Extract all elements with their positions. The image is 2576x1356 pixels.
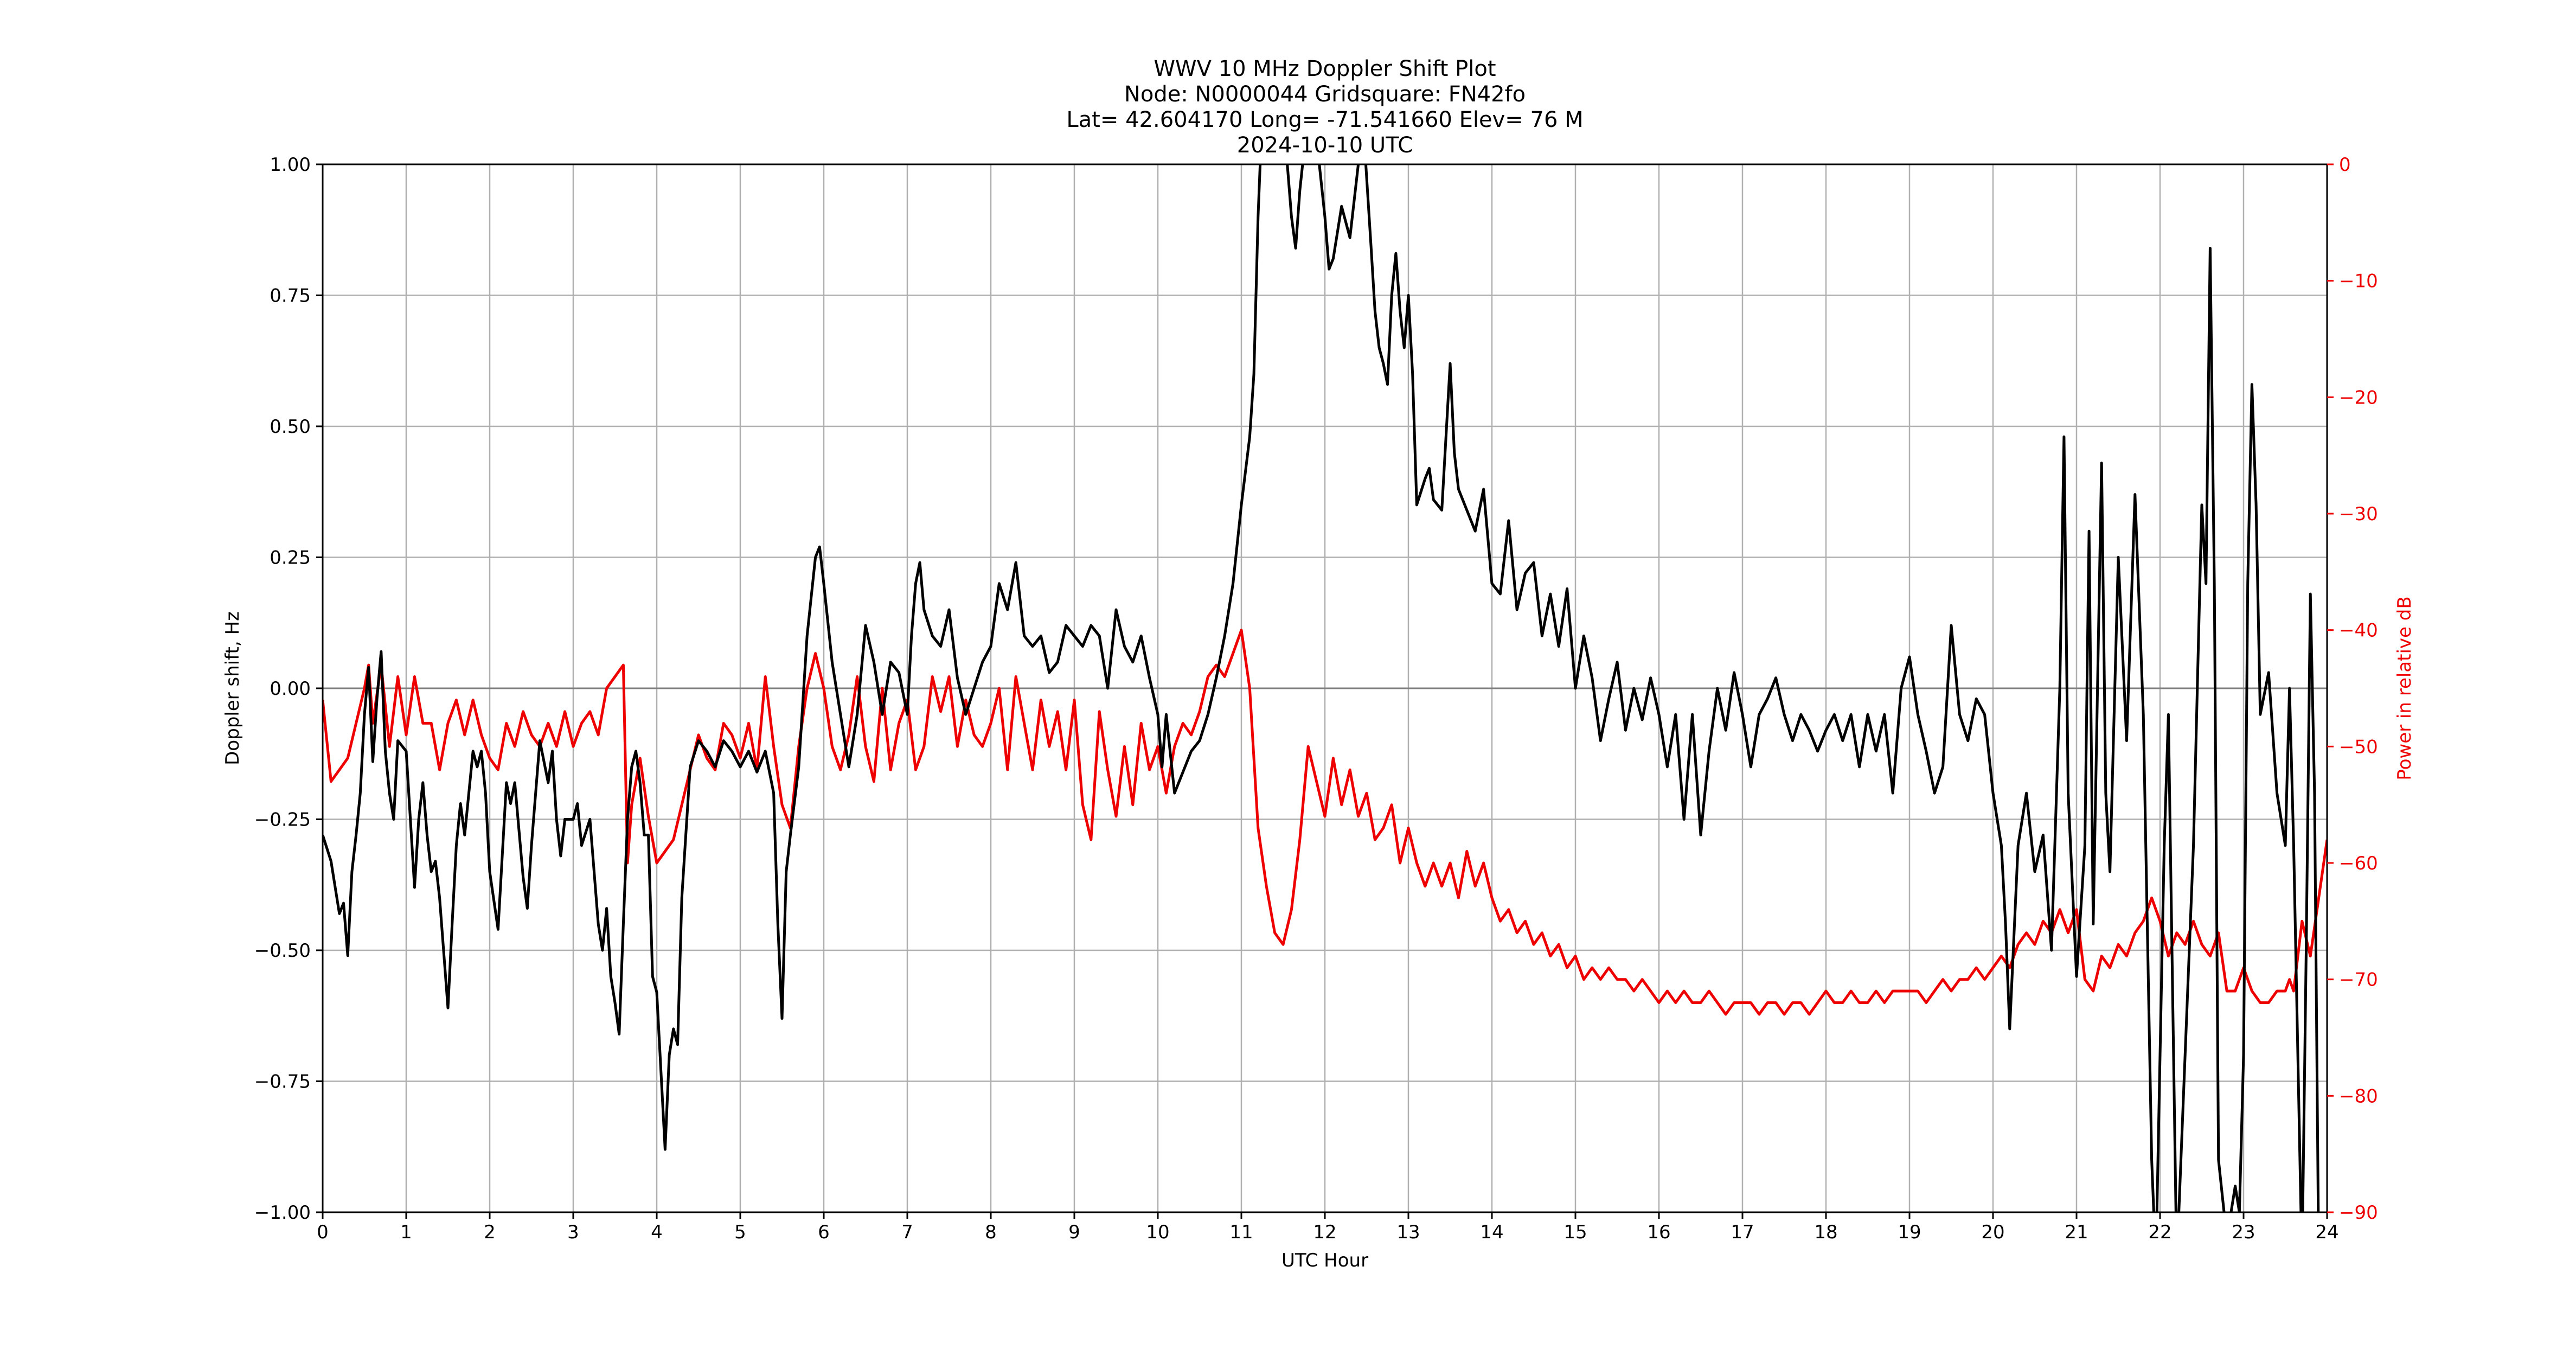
x-tick-label: 6 — [818, 1221, 830, 1243]
x-tick-label: 14 — [1480, 1221, 1503, 1243]
y-tick-label: −0.50 — [254, 940, 311, 962]
y2-tick-label: 0 — [2339, 154, 2351, 176]
x-tick-label: 16 — [1647, 1221, 1670, 1243]
x-tick-label: 18 — [1814, 1221, 1837, 1243]
y-tick-label: 0.75 — [270, 285, 311, 307]
y-axis-left: 1.00 0.75 0.50 0.25 0.00 −0.25 −0.50 −0.75 −1.00 — [254, 154, 323, 1224]
y-tick-label: 1.00 — [270, 154, 311, 176]
chart-title: WWV 10 MHz Doppler Shift Plot Node: N000… — [1066, 56, 1583, 158]
y2-tick-label: −10 — [2339, 271, 2378, 292]
x-axis: 0 1 2 3 4 5 6 7 8 9 10 11 12 13 14 15 16 17 18 19 20 21 22 23 24 — [317, 1212, 2339, 1243]
title-line: WWV 10 MHz Doppler Shift Plot — [1154, 56, 1496, 81]
x-tick-label: 22 — [2148, 1221, 2171, 1243]
x-tick-label: 17 — [1731, 1221, 1754, 1243]
y2-tick-label: −70 — [2339, 969, 2378, 991]
y2-tick-label: −30 — [2339, 503, 2378, 525]
x-tick-label: 12 — [1313, 1221, 1336, 1243]
y2-tick-label: −60 — [2339, 853, 2378, 874]
x-tick-label: 9 — [1068, 1221, 1080, 1243]
title-line: Node: N0000044 Gridsquare: FN42fo — [1124, 82, 1526, 107]
y2-axis-label: Power in relative dB — [2394, 596, 2415, 780]
x-tick-label: 24 — [2315, 1221, 2338, 1243]
x-tick-label: 5 — [734, 1221, 746, 1243]
y-tick-label: 0.00 — [270, 678, 311, 700]
y-tick-label: −0.25 — [254, 809, 311, 831]
y2-tick-label: −80 — [2339, 1085, 2378, 1107]
x-tick-label: 2 — [484, 1221, 496, 1243]
doppler-series-line — [323, 164, 2320, 1212]
x-tick-label: 3 — [567, 1221, 579, 1243]
y-tick-label: 0.50 — [270, 416, 311, 438]
y-tick-label: −1.00 — [254, 1202, 311, 1224]
power-series-line — [323, 629, 2327, 1016]
y2-tick-label: −90 — [2339, 1202, 2378, 1224]
x-tick-label: 19 — [1898, 1221, 1921, 1243]
x-tick-label: 1 — [400, 1221, 412, 1243]
y-axis-right: 0 −10 −20 −30 −40 −50 −60 −70 −80 −90 — [2327, 154, 2378, 1224]
y-axis-label: Doppler shift, Hz — [222, 611, 243, 765]
x-tick-label: 15 — [1563, 1221, 1587, 1243]
x-tick-label: 13 — [1396, 1221, 1420, 1243]
y2-tick-label: −40 — [2339, 620, 2378, 642]
x-tick-label: 4 — [651, 1221, 663, 1243]
x-tick-label: 7 — [901, 1221, 913, 1243]
y2-tick-label: −50 — [2339, 736, 2378, 758]
x-tick-label: 0 — [317, 1221, 329, 1243]
x-tick-label: 8 — [985, 1221, 997, 1243]
title-line: 2024-10-10 UTC — [1237, 133, 1413, 158]
title-line: Lat= 42.604170 Long= -71.541660 Elev= 76… — [1066, 107, 1583, 132]
plot-lines — [323, 164, 2327, 1212]
y-tick-label: 0.25 — [270, 547, 311, 569]
x-tick-label: 23 — [2232, 1221, 2255, 1243]
x-tick-label: 10 — [1146, 1221, 1169, 1243]
y2-tick-label: −20 — [2339, 387, 2378, 408]
x-tick-label: 20 — [1981, 1221, 2004, 1243]
y-tick-label: −0.75 — [254, 1071, 311, 1093]
x-tick-label: 21 — [2065, 1221, 2088, 1243]
x-axis-label: UTC Hour — [1281, 1250, 1368, 1271]
x-tick-label: 11 — [1229, 1221, 1253, 1243]
